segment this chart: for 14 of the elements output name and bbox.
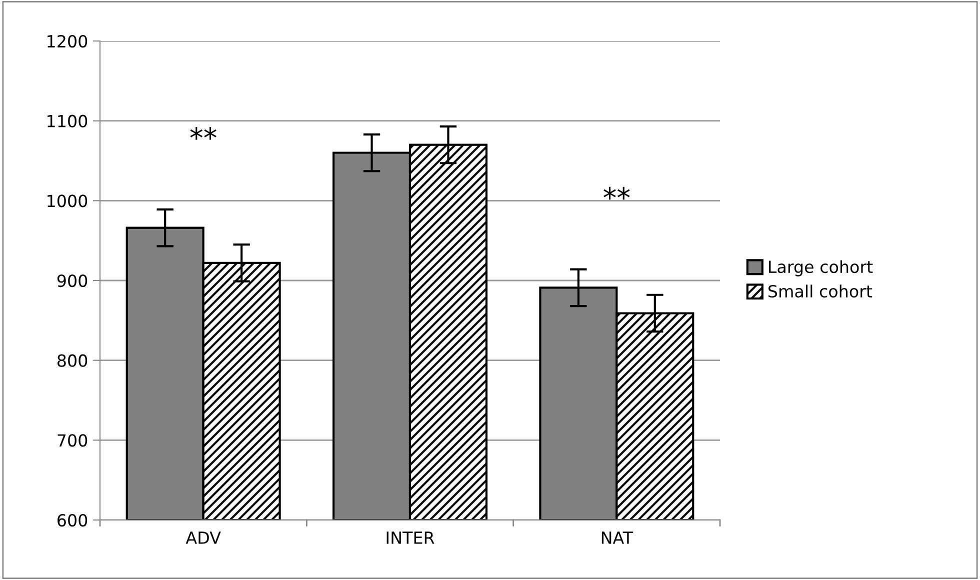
y-tick-label: 1100 (48, 114, 88, 128)
x-tick-label: NAT (602, 532, 634, 544)
y-tick-label: 600 (58, 514, 88, 527)
x-tick-label: INTER (386, 532, 434, 544)
x-tick-label: ADV (186, 532, 221, 544)
legend-label: Large cohort (769, 260, 873, 276)
y-tick-label: 700 (58, 434, 88, 447)
y-tick-label: 800 (58, 354, 88, 367)
y-tick-label: 1000 (48, 194, 88, 208)
y-tick-label: 900 (57, 274, 88, 288)
annotation: ** (604, 186, 630, 200)
y-tick-label: 1200 (48, 34, 88, 48)
annotation: ** (190, 127, 216, 140)
legend-label: Small cohort (768, 284, 872, 298)
